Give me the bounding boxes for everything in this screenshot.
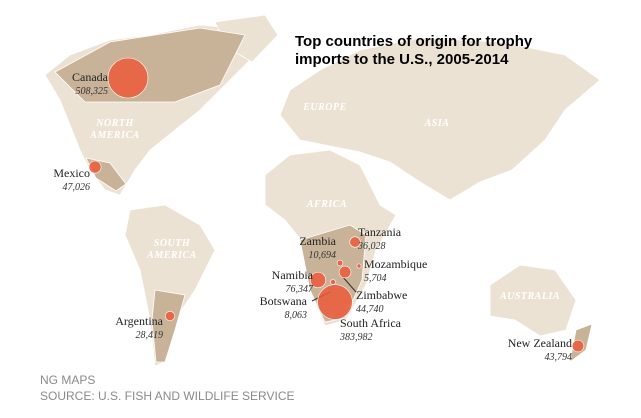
country-value: 76,347 xyxy=(286,284,315,295)
bubble xyxy=(164,310,176,322)
continent-label: EUROPE xyxy=(302,102,347,113)
argentina-shape xyxy=(151,289,186,363)
country-name: Zambia xyxy=(299,234,336,248)
country-name: Zimbabwe xyxy=(356,288,407,302)
continent-label: AMERICA xyxy=(146,250,197,261)
title-line: Top countries of origin for trophy xyxy=(295,33,533,50)
country-value: 10,694 xyxy=(309,250,337,261)
country-name: Argentina xyxy=(115,314,163,328)
country-name: Namibia xyxy=(272,268,314,282)
country-name: South Africa xyxy=(340,316,402,330)
canada-shape xyxy=(54,27,246,103)
country-name: Botswana xyxy=(260,294,308,308)
country-value: 36,028 xyxy=(357,241,386,252)
bubble xyxy=(338,265,352,279)
bubble xyxy=(356,263,362,269)
country-value: 28,419 xyxy=(136,330,164,341)
continent-label: NORTH xyxy=(95,118,134,129)
country-value: 508,325 xyxy=(76,86,109,97)
bubbles-and-labels: NORTHAMERICAEUROPEASIAAFRICASOUTHAMERICA… xyxy=(53,57,585,363)
continent-label: AMERICA xyxy=(89,130,140,141)
bubble xyxy=(107,57,149,99)
continent-label: SOUTH xyxy=(154,238,191,249)
country-value: 5,704 xyxy=(364,273,387,284)
country-value: 383,982 xyxy=(339,332,373,343)
country-name: Mozambique xyxy=(364,257,427,271)
continent-label: AUSTRALIA xyxy=(499,291,560,302)
bubble xyxy=(349,236,361,248)
land xyxy=(44,14,601,367)
continent-label: ASIA xyxy=(424,118,450,129)
country-name: New Zealand xyxy=(508,336,572,350)
title-line: imports to the U.S., 2005-2014 xyxy=(295,51,509,68)
leader-line xyxy=(341,275,357,293)
country-value: 44,740 xyxy=(356,304,384,315)
continent-label: AFRICA xyxy=(306,199,347,210)
source: SOURCE: U.S. FISH AND WILDLIFE SERVICE xyxy=(40,389,295,403)
country-value: 47,026 xyxy=(63,182,91,193)
bubble xyxy=(309,271,327,289)
bubble xyxy=(317,284,353,320)
australia xyxy=(489,264,577,337)
country-value: 43,794 xyxy=(545,352,573,363)
country-name: Mexico xyxy=(53,166,90,180)
bubble xyxy=(571,339,585,353)
bubble xyxy=(330,279,336,285)
eurasia xyxy=(279,37,601,201)
bubble xyxy=(336,259,344,267)
country-name: Canada xyxy=(72,70,109,84)
country-name: Tanzania xyxy=(358,225,402,239)
bubble xyxy=(88,160,102,174)
credit: NG MAPS xyxy=(40,373,95,387)
country-value: 8,063 xyxy=(285,310,308,321)
